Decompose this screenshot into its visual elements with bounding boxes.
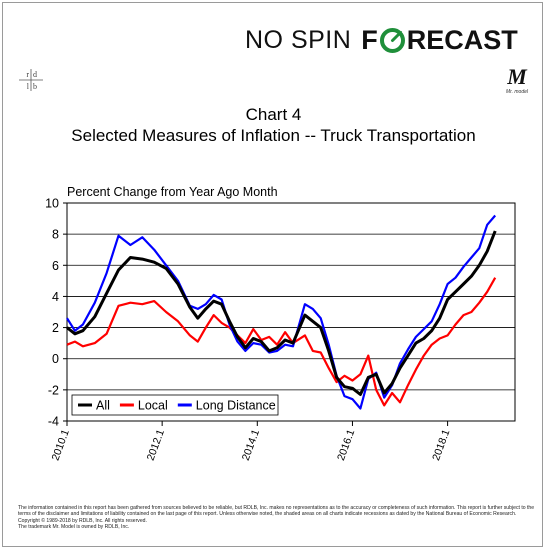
plot-frame — [66, 202, 516, 422]
chart-title: Chart 4 — [245, 105, 302, 124]
trademark-text: The trademark Mr. Model is owned by RDLB… — [18, 523, 130, 530]
mr-model-caption: Mr. model — [506, 89, 529, 95]
clock-o-icon — [379, 27, 405, 53]
legend-box — [71, 394, 279, 416]
x-tick-label: 2016.1 — [335, 428, 357, 462]
disclaimer-footnote: The information contained in this report… — [18, 505, 536, 530]
chart-caption: Percent Change from Year Ago Month — [67, 185, 278, 199]
series-line-all — [66, 230, 497, 396]
mr-model-logo: M Mr. model — [506, 64, 529, 95]
x-tick-label: 2012.1 — [145, 428, 167, 462]
x-tick-label: 2010.1 — [50, 428, 72, 462]
legend-label: Long Distance — [196, 399, 276, 413]
inflation-line-chart: Percent Change from Year Ago Month -4 -2 0… — [45, 185, 516, 462]
y-tick-label: -4 — [48, 415, 59, 429]
y-tick-label: 10 — [45, 197, 59, 211]
y-tick-label: 2 — [52, 321, 59, 335]
brand-logo: NO SPIN F RECAST — [245, 22, 535, 58]
y-tick-label: 4 — [52, 290, 59, 304]
mr-model-letter: M — [506, 64, 528, 89]
chart-subtitle: Selected Measures of Inflation -- Truck … — [71, 126, 476, 145]
page-frame — [2, 2, 543, 547]
brand-letter-f: F — [361, 24, 378, 55]
y-tick-label: -2 — [48, 383, 59, 397]
brand-text-part2: F RECAST — [361, 25, 518, 56]
svg-text:b: b — [33, 82, 37, 91]
svg-text:l: l — [27, 82, 30, 91]
rdlb-logo: r d l b — [19, 69, 43, 91]
legend-label: All — [96, 399, 110, 413]
legend-label: Local — [138, 399, 168, 413]
x-tick-label: 2018.1 — [430, 428, 452, 462]
series-line-long-distance — [66, 214, 497, 410]
svg-text:d: d — [33, 70, 37, 79]
y-tick-label: 0 — [52, 352, 59, 366]
disclaimer-text: The information contained in this report… — [18, 505, 535, 524]
y-tick-label: 6 — [52, 259, 59, 273]
series-line-local — [66, 277, 497, 407]
svg-text:r: r — [26, 70, 29, 79]
brand-text-part1: NO SPIN — [245, 25, 352, 54]
brand-letters-recast: RECAST — [406, 24, 518, 55]
x-tick-label: 2014.1 — [240, 428, 262, 462]
y-tick-label: 8 — [52, 228, 59, 242]
